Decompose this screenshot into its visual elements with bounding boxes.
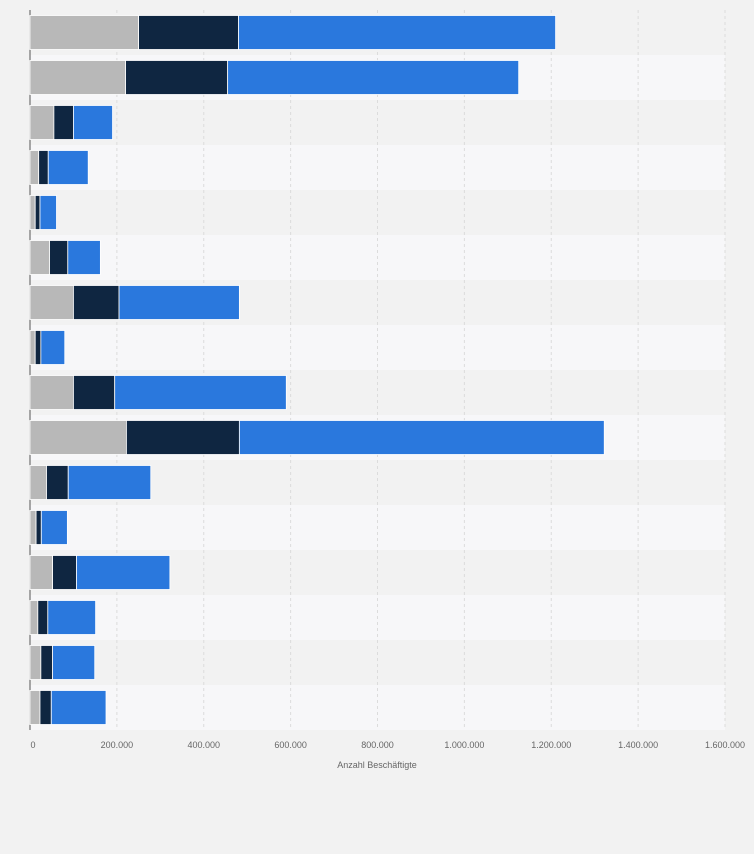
bar-segment-series-2[interactable]: [73, 285, 120, 320]
bar-segment-series-3[interactable]: [40, 510, 68, 545]
bar-segment-series-2[interactable]: [73, 375, 116, 410]
bar-segment-series-3[interactable]: [114, 375, 287, 410]
bar-segment-series-3[interactable]: [47, 600, 96, 635]
bar-segment-series-3[interactable]: [50, 690, 107, 725]
bar-segment-series-2[interactable]: [37, 600, 49, 635]
bar-segment-series-1[interactable]: [29, 240, 50, 275]
x-tick-label: 600.000: [274, 740, 307, 750]
bar-segment-series-1[interactable]: [29, 330, 36, 365]
bar-segment-series-3[interactable]: [47, 150, 89, 185]
bar-segment-series-2[interactable]: [52, 555, 77, 590]
bar-segment-series-2[interactable]: [35, 510, 42, 545]
bar-segment-series-3[interactable]: [118, 285, 240, 320]
x-tick-label: 1.400.000: [618, 740, 658, 750]
bar-segment-series-1[interactable]: [29, 690, 41, 725]
bar-segment-series-1[interactable]: [29, 15, 139, 50]
bar-segment-series-3[interactable]: [76, 555, 171, 590]
x-tick-label: 1.000.000: [444, 740, 484, 750]
bar-segment-series-2[interactable]: [38, 150, 49, 185]
bar-segment-series-3[interactable]: [227, 60, 520, 95]
x-tick-label: 400.000: [187, 740, 220, 750]
bar-segment-series-1[interactable]: [29, 645, 42, 680]
bar-segment-series-3[interactable]: [39, 195, 57, 230]
bar-segment-series-2[interactable]: [34, 195, 41, 230]
bar-segment-series-2[interactable]: [46, 465, 69, 500]
bar-segment-series-2[interactable]: [34, 330, 42, 365]
bar-segment-series-2[interactable]: [39, 690, 52, 725]
bar-segment-series-1[interactable]: [29, 555, 53, 590]
x-tick-label: 1.600.000: [705, 740, 745, 750]
x-tick-label: 1.200.000: [531, 740, 571, 750]
bar-segment-series-1[interactable]: [29, 195, 36, 230]
x-tick-label: 0: [30, 740, 35, 750]
bar-segment-series-2[interactable]: [138, 15, 239, 50]
bar-segment-series-1[interactable]: [29, 105, 55, 140]
x-axis: 0 200.000 400.000 600.000 800.000 1.000.000 1.…: [30, 740, 745, 750]
bar-segment-series-2[interactable]: [126, 420, 240, 455]
bar-segment-series-1[interactable]: [29, 420, 127, 455]
bar-segment-series-2[interactable]: [40, 645, 53, 680]
bar-segment-series-1[interactable]: [29, 285, 74, 320]
bar-segment-series-2[interactable]: [49, 240, 69, 275]
bar-segment-series-1[interactable]: [29, 150, 40, 185]
x-tick-label: 200.000: [101, 740, 134, 750]
x-tick-label: 800.000: [361, 740, 394, 750]
bar-segment-series-1[interactable]: [29, 465, 47, 500]
bar-segment-series-3[interactable]: [40, 330, 66, 365]
bar-segment-series-1[interactable]: [29, 510, 37, 545]
bar-segment-series-3[interactable]: [67, 465, 152, 500]
bar-segment-series-3[interactable]: [238, 420, 605, 455]
bar-segment-series-3[interactable]: [52, 645, 96, 680]
x-axis-label: Anzahl Beschäftigte: [337, 760, 417, 770]
bar-segment-series-1[interactable]: [29, 600, 39, 635]
bar-segment-series-3[interactable]: [238, 15, 556, 50]
bar-segment-series-2[interactable]: [125, 60, 229, 95]
grid-lines: [29, 10, 726, 730]
bars: [29, 15, 605, 725]
bar-segment-series-1[interactable]: [29, 375, 74, 410]
bar-segment-series-3[interactable]: [67, 240, 101, 275]
bar-segment-series-2[interactable]: [53, 105, 74, 140]
bar-segment-series-3[interactable]: [73, 105, 113, 140]
bar-segment-series-1[interactable]: [29, 60, 126, 95]
